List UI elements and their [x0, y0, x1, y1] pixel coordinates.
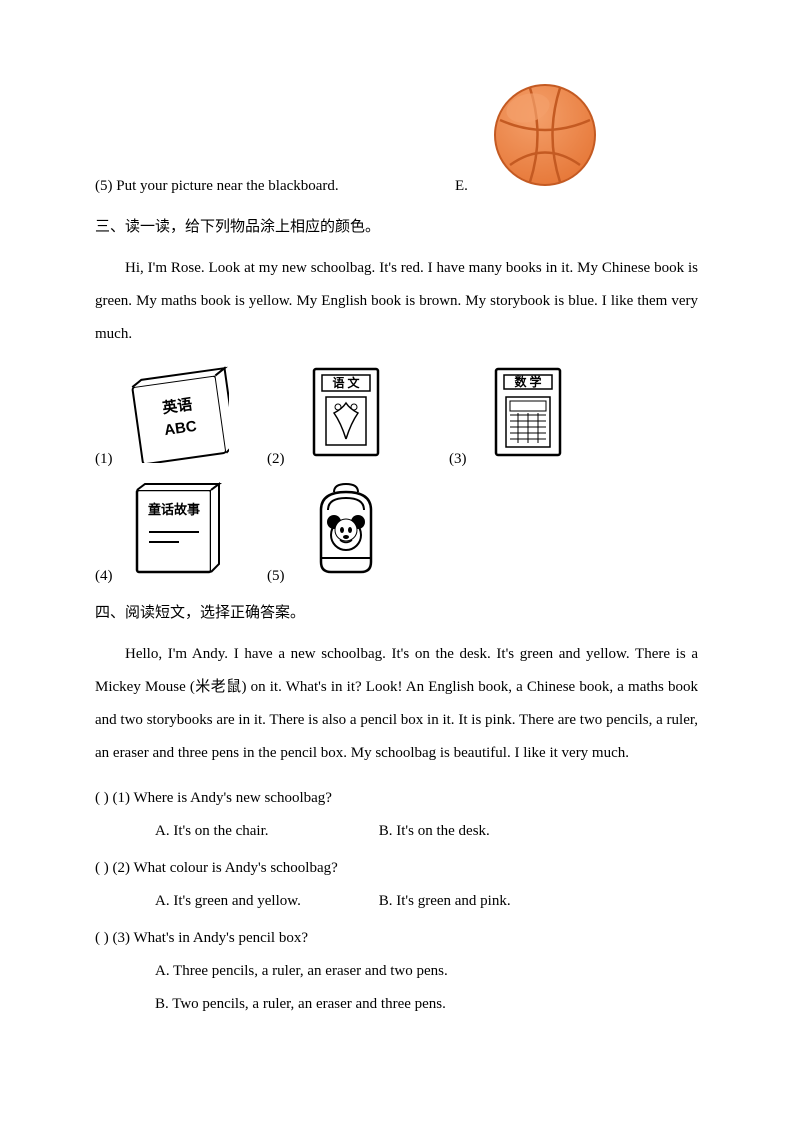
question-1: ( ) (1) Where is Andy's new schoolbag? A…	[95, 782, 698, 848]
book-row-2: (4) 童话故事 (5)	[95, 480, 698, 593]
option-e-label: E.	[455, 170, 485, 203]
book-item-4: (4) 童话故事	[95, 480, 229, 593]
question-1-options: A. It's on the chair. B. It's on the des…	[155, 815, 698, 848]
book-num-4: (4)	[95, 560, 119, 593]
book-num-2: (2)	[267, 443, 291, 476]
book-row-1: (1) 英语 ABC (2) 语 文	[95, 363, 698, 476]
question-3-prompt: ( ) (3) What's in Andy's pencil box?	[95, 922, 698, 955]
question-2-options: A. It's green and yellow. B. It's green …	[155, 885, 698, 918]
book-item-2: (2) 语 文	[267, 363, 401, 476]
question-2: ( ) (2) What colour is Andy's schoolbag?…	[95, 852, 698, 918]
section-4-title: 四、阅读短文，选择正确答案。	[95, 597, 698, 630]
maths-book-icon: 数 学	[473, 363, 583, 476]
question-1-prompt: ( ) (1) Where is Andy's new schoolbag?	[95, 782, 698, 815]
book-num-3: (3)	[449, 443, 473, 476]
book-num-5: (5)	[267, 560, 291, 593]
question-2-prompt: ( ) (2) What colour is Andy's schoolbag?	[95, 852, 698, 885]
section-3-title: 三、读一读，给下列物品涂上相应的颜色。	[95, 211, 698, 244]
svg-text:数 学: 数 学	[514, 374, 541, 389]
chinese-book-icon: 语 文	[291, 363, 401, 476]
svg-text:童话故事: 童话故事	[148, 502, 200, 517]
question-5-row: (5) Put your picture near the blackboard…	[95, 80, 698, 203]
page-content: (5) Put your picture near the blackboard…	[0, 0, 793, 1081]
section-3-passage: Hi, I'm Rose. Look at my new schoolbag. …	[95, 252, 698, 351]
basketball-image-cell	[485, 80, 605, 203]
q2-option-a: A. It's green and yellow.	[155, 885, 375, 918]
basketball-icon	[490, 80, 600, 190]
book-num-1: (1)	[95, 443, 119, 476]
english-book-icon: 英语 ABC	[119, 363, 229, 476]
storybook-icon: 童话故事	[119, 480, 229, 593]
book-item-1: (1) 英语 ABC	[95, 363, 229, 476]
q1-option-a: A. It's on the chair.	[155, 815, 375, 848]
section-4-passage: Hello, I'm Andy. I have a new schoolbag.…	[95, 638, 698, 770]
q2-option-b: B. It's green and pink.	[379, 893, 511, 909]
question-3: ( ) (3) What's in Andy's pencil box? A. …	[95, 922, 698, 1021]
book-item-3: (3) 数 学	[449, 363, 583, 476]
question-5-text: (5) Put your picture near the blackboard…	[95, 170, 455, 203]
q1-option-b: B. It's on the desk.	[379, 823, 490, 839]
book-item-5: (5)	[267, 480, 401, 593]
question-3-options: A. Three pencils, a ruler, an eraser and…	[155, 955, 698, 1021]
q3-option-a: A. Three pencils, a ruler, an eraser and…	[155, 955, 698, 988]
svg-text:语 文: 语 文	[332, 375, 360, 390]
q3-option-b: B. Two pencils, a ruler, an eraser and t…	[155, 988, 698, 1021]
schoolbag-icon	[291, 480, 401, 593]
